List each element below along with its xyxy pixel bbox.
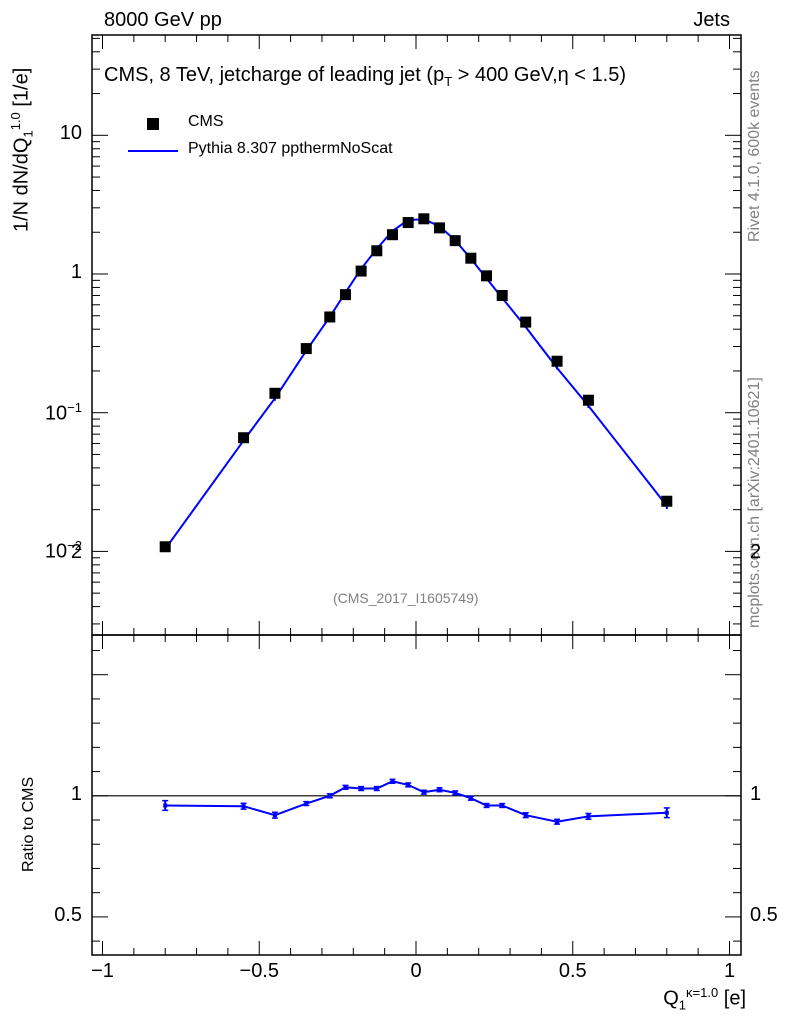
ratio-point [163, 803, 168, 808]
ratio-y-tick-label: 2 [70, 540, 82, 563]
plot-title-sub: T [444, 74, 453, 89]
ratio-point [272, 813, 277, 818]
ratio-point [374, 786, 379, 791]
ratio-y-tick-label: 0.5 [54, 903, 82, 926]
data-point [434, 222, 446, 234]
data-point [481, 270, 493, 282]
plot-title-main: CMS, 8 TeV, jetcharge of leading jet (p [104, 64, 445, 86]
ratio-plot-frame [91, 634, 742, 956]
y-tick-label: 1 [70, 261, 82, 283]
ratio-point [523, 813, 528, 818]
data-point [355, 265, 367, 277]
x-tick-label: −0.5 [239, 960, 279, 982]
plot-title: CMS, 8 TeV, jetcharge of leading jet (pT… [104, 64, 626, 89]
header-group: Jets [693, 9, 730, 31]
ratio-y-tick-label-right: 2 [750, 540, 762, 563]
data-point [386, 229, 398, 241]
ratio-point [500, 803, 505, 808]
mc-series-main [164, 218, 668, 553]
y-axis-label-main-sub: 1 [20, 130, 36, 138]
data-point [339, 289, 351, 301]
data-point [520, 316, 532, 328]
data-point [465, 252, 477, 264]
legend-data-marker [147, 118, 159, 130]
ratio-point [664, 810, 669, 815]
data-point [324, 311, 336, 323]
mcplots-info: mcplots.cern.ch [arXiv:2401.10621] [746, 377, 763, 628]
ratio-point [327, 793, 332, 798]
y-axis-label-main: 1/N dN/dQ11.0 [1/e] [8, 68, 36, 232]
data-point [238, 432, 250, 444]
ratio-point [406, 782, 411, 787]
legend-mc-line [128, 150, 178, 152]
ratio-y-tick-label: 1 [70, 782, 82, 805]
ratio-point [453, 790, 458, 795]
data-point [269, 387, 281, 399]
x-axis-label-sub: 1 [678, 997, 687, 1013]
ratio-point [484, 803, 489, 808]
y-axis-label-main-pre: 1/N dN/dQ [10, 137, 33, 232]
ratio-point [421, 790, 426, 795]
analysis-id: (CMS_2017_I1605749) [333, 590, 479, 606]
x-axis-label-sup: κ=1.0 [686, 985, 719, 1000]
ratio-point [468, 796, 473, 801]
x-axis-label-post: [e] [718, 987, 746, 1010]
y-axis-label-main-sup: 1.0 [8, 112, 23, 131]
ratio-point [437, 787, 442, 792]
data-point [418, 213, 430, 225]
data-point [371, 245, 383, 257]
data-point [582, 394, 594, 406]
plot-title-rest: > 400 GeV,η < 1.5) [452, 64, 627, 86]
main-axis-ticks [92, 35, 741, 625]
ratio-line [165, 780, 667, 823]
ratio-point [359, 786, 364, 791]
y-axis-label-main-post: [1/e] [10, 67, 33, 113]
ratio-point [343, 785, 348, 790]
ratio-point [586, 814, 591, 819]
y-tick-label: 10−1 [44, 399, 82, 425]
x-tick-label: 1 [723, 960, 736, 982]
data-point [402, 217, 414, 229]
ratio-axis-ticks [92, 621, 741, 955]
x-tick-label: 0 [410, 960, 422, 982]
data-series-main [159, 213, 673, 553]
x-axis-label: Q1κ=1.0 [e] [663, 985, 746, 1013]
ratio-point [555, 819, 560, 824]
mc-line [164, 218, 668, 550]
mc-series-ratio [162, 778, 670, 825]
ratio-point [241, 804, 246, 809]
data-point [300, 343, 312, 355]
rivet-info: Rivet 4.1.0, 600k events [746, 70, 763, 242]
ratio-point [390, 779, 395, 784]
x-tick-label: −1 [91, 960, 114, 982]
data-point [551, 355, 563, 367]
x-axis-label-pre: Q [663, 987, 679, 1010]
data-point [496, 289, 508, 301]
legend-mc-label: Pythia 8.307 ppthermNoScat [188, 140, 393, 157]
header-energy: 8000 GeV pp [104, 9, 222, 31]
ratio-y-tick-label-right: 1 [750, 782, 762, 805]
ratio-point [304, 801, 309, 806]
legend-data-label: CMS [188, 113, 224, 130]
y-tick-label: 10 [59, 122, 82, 145]
ratio-y-tick-label-right: 0.5 [750, 903, 778, 926]
x-tick-label: 0.5 [558, 960, 587, 982]
data-point [159, 541, 171, 553]
y-tick-label: 10−2 [44, 538, 82, 564]
y-axis-label-ratio: Ratio to CMS [20, 776, 37, 872]
data-point [449, 235, 461, 247]
data-point [661, 495, 673, 507]
